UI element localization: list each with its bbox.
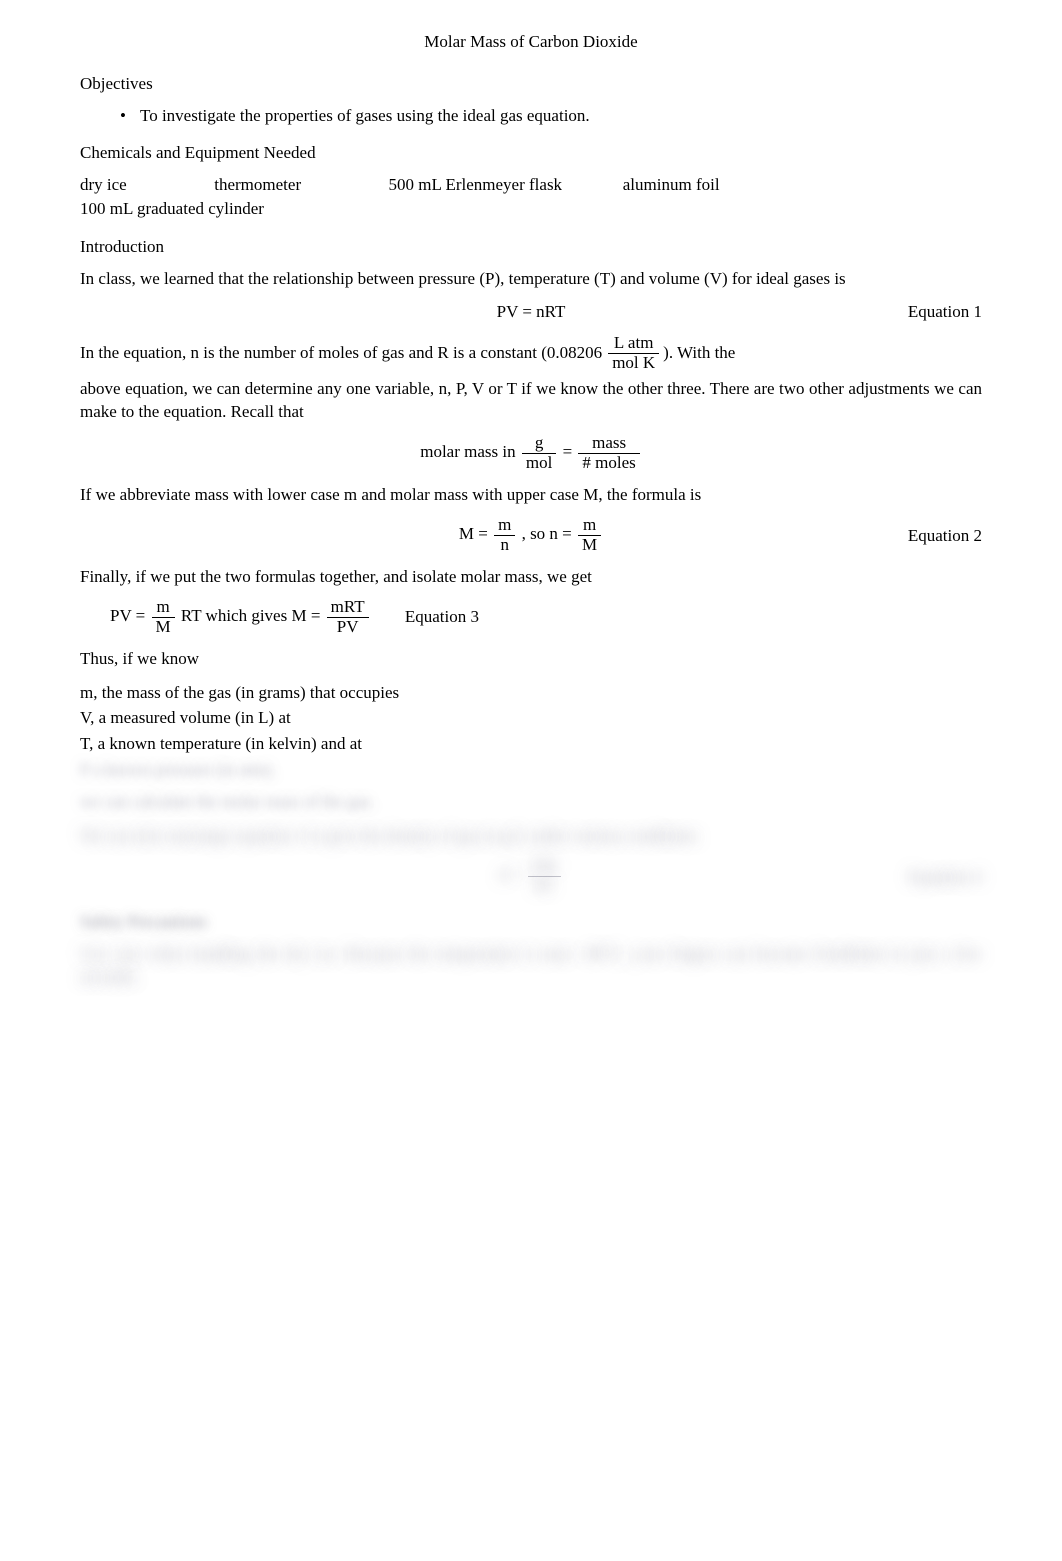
safety-text-blurred: Use care when handling the dry ice. Beca… — [80, 942, 982, 990]
eq3-frac-2: mRT PV — [327, 598, 369, 636]
know-m: m, the mass of the gas (in grams) that o… — [80, 681, 982, 705]
equation-4-label: Equation 4 — [563, 865, 982, 889]
equation-1: PV = nRT — [497, 300, 566, 324]
intro-p2a-text: In the equation, n is the number of mole… — [80, 341, 602, 365]
equation-3-row: PV = m M RT which gives M = mRT PV Equat… — [110, 598, 982, 636]
equation-2-row: M = m n , so n = m M Equation 2 — [80, 516, 982, 554]
know-p-blurred: P a known pressure (in atm), — [80, 758, 982, 782]
chem-item: 500 mL Erlenmeyer flask — [389, 173, 619, 197]
intro-p1: In class, we learned that the relationsh… — [80, 267, 982, 291]
know-t: T, a known temperature (in kelvin) and a… — [80, 732, 982, 756]
heading-objectives: Objectives — [80, 72, 982, 96]
intro-p3: If we abbreviate mass with lower case m … — [80, 483, 982, 507]
r-constant-fraction: L atm mol K — [608, 334, 659, 372]
eq2-frac-1: m n — [494, 516, 515, 554]
equation-2-label: Equation 2 — [603, 524, 982, 548]
chem-item: thermometer — [214, 173, 384, 197]
equation-3-label: Equation 3 — [405, 607, 479, 626]
equation-2: M = m n , so n = m M — [459, 516, 603, 554]
bullet-icon: • — [120, 104, 140, 128]
mm-frac-2: mass # moles — [578, 434, 639, 472]
mm-lead: molar mass in — [420, 442, 520, 461]
eq2-frac-2: m M — [578, 516, 601, 554]
equation-1-label: Equation 1 — [565, 300, 982, 324]
mm-eq: = — [563, 442, 577, 461]
chem-item: 100 mL graduated cylinder — [80, 197, 264, 221]
chemicals-list: dry ice thermometer 500 mL Erlenmeyer fl… — [80, 173, 982, 221]
intro-p4: Finally, if we put the two formulas toge… — [80, 565, 982, 589]
know-list: m, the mass of the gas (in grams) that o… — [80, 681, 982, 782]
eq4-frac: PM RT — [528, 857, 561, 895]
objective-bullet: • To investigate the properties of gases… — [120, 104, 982, 128]
equation-4: d = PM RT — [499, 857, 562, 895]
molar-mass-def-row: molar mass in g mol = mass # moles — [80, 434, 982, 472]
page-title: Molar Mass of Carbon Dioxide — [80, 30, 982, 54]
intro-p2a: In the equation, n is the number of mole… — [80, 334, 982, 372]
chem-item: aluminum foil — [623, 173, 720, 197]
blurred-line-1: we can calculate the molar mass of the g… — [80, 790, 982, 814]
objective-text: To investigate the properties of gases u… — [140, 106, 590, 125]
heading-introduction: Introduction — [80, 235, 982, 259]
intro-p2b-text: ). With the — [663, 341, 735, 365]
r-den: mol K — [608, 353, 659, 373]
heading-safety-blurred: Safety Precautions — [80, 910, 982, 934]
intro-p2c: above equation, we can determine any one… — [80, 377, 982, 425]
intro-p5: Thus, if we know — [80, 647, 982, 671]
equation-3: PV = m M RT which gives M = mRT PV Equat… — [110, 598, 479, 636]
eq3-frac-1: m M — [152, 598, 175, 636]
r-num: L atm — [608, 334, 659, 353]
chem-item: dry ice — [80, 173, 210, 197]
equation-1-row: PV = nRT Equation 1 — [80, 300, 982, 324]
mm-frac-1: g mol — [522, 434, 556, 472]
blurred-line-2: We can also rearrange equation 3 to give… — [80, 824, 982, 848]
heading-chemicals: Chemicals and Equipment Needed — [80, 141, 982, 165]
molar-mass-def: molar mass in g mol = mass # moles — [420, 434, 642, 472]
know-v: V, a measured volume (in L) at — [80, 706, 982, 730]
equation-4-row: d = PM RT Equation 4 — [80, 857, 982, 895]
